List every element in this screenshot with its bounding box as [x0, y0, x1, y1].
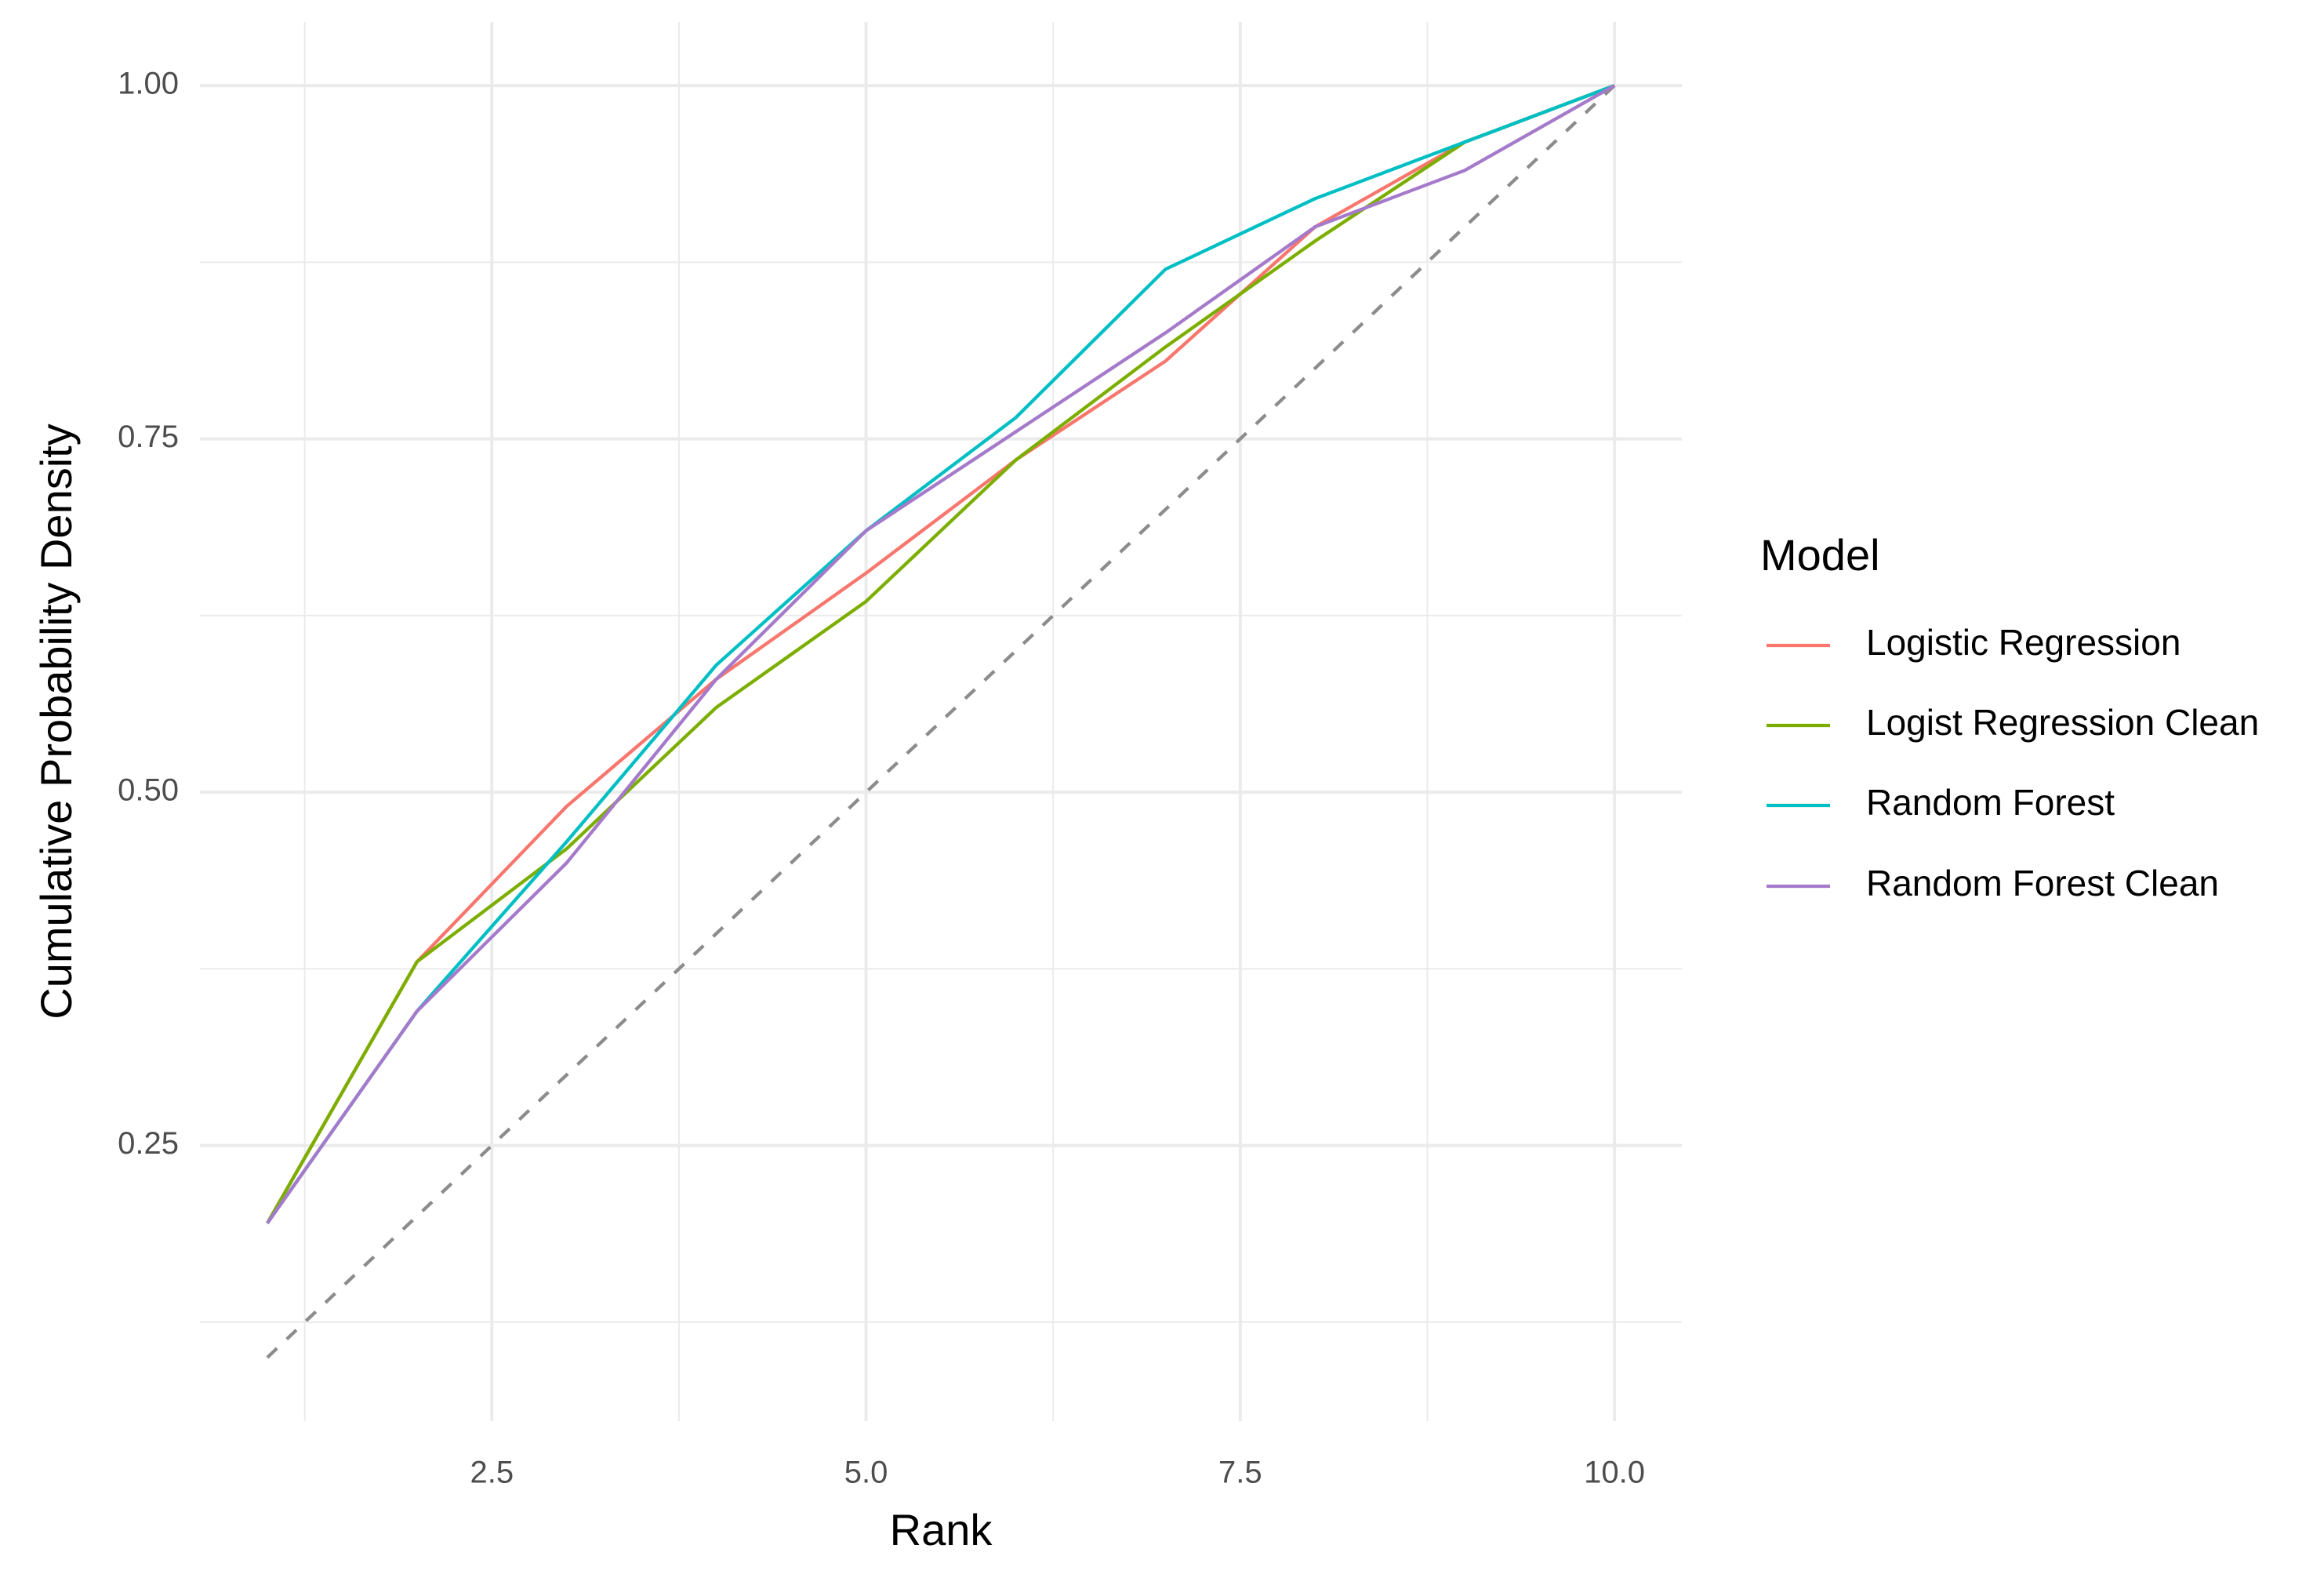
legend-item: Logist Regression Clean	[1767, 702, 2259, 743]
x-tick-label: 5.0	[844, 1456, 888, 1490]
series-line	[266, 84, 1615, 1224]
y-tick-label: 0.50	[118, 773, 179, 808]
legend-title: Model	[1760, 530, 1880, 580]
legend-label: Logist Regression Clean	[1866, 702, 2259, 743]
legend-label: Random Forest	[1866, 782, 2115, 823]
y-axis-title: Cumulative Probability Density	[31, 424, 81, 1019]
x-tick-label: 10.0	[1584, 1456, 1645, 1490]
legend-item: Random Forest Clean	[1767, 863, 2219, 903]
series-line	[266, 84, 1615, 1224]
x-tick-label: 2.5	[470, 1456, 514, 1490]
y-tick-label: 0.75	[118, 420, 179, 454]
series-line	[266, 84, 1616, 1224]
y-tick-label: 1.00	[118, 67, 179, 101]
y-tick-label: 0.25	[118, 1126, 179, 1161]
reference-line	[266, 84, 1616, 1359]
legend-item: Random Forest	[1767, 782, 2115, 823]
legend-label: Random Forest Clean	[1866, 863, 2219, 903]
series-line	[266, 84, 1615, 1224]
legend-item: Logistic Regression	[1767, 622, 2181, 663]
x-tick-label: 7.5	[1218, 1456, 1262, 1490]
x-axis-title: Rank	[890, 1505, 993, 1554]
legend-label: Logistic Regression	[1866, 622, 2181, 663]
